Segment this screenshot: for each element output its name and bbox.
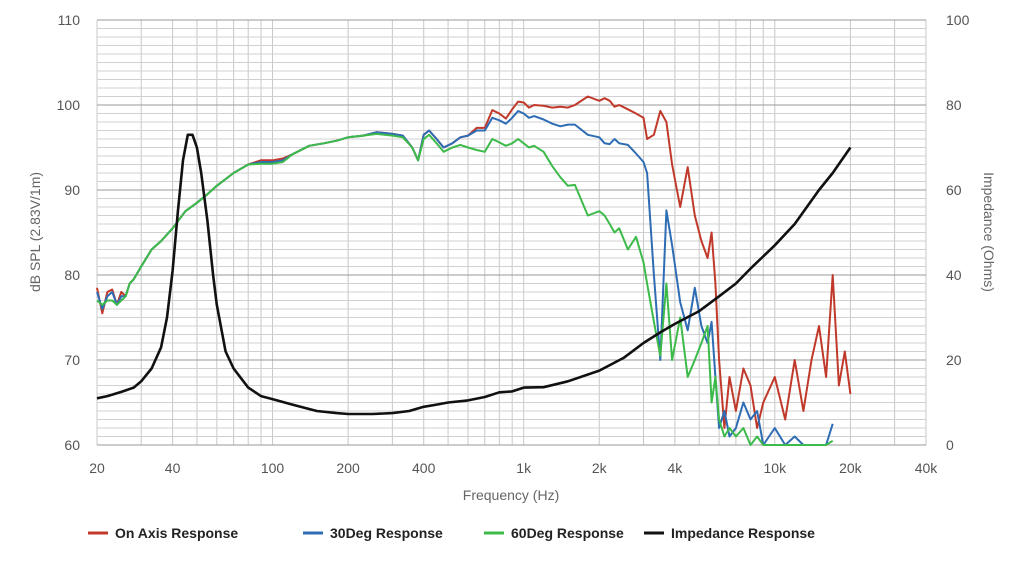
x-tick-labels: 20 40 100 200 400 1k 2k 4k 10k 20k 40k [89,460,938,476]
x-tick-label: 40 [165,460,181,476]
y-tick-label: 80 [64,267,80,283]
y-axis-title-left: dB SPL (2.83V/1m) [27,172,43,292]
x-tick-label: 4k [668,460,684,476]
legend-label-on-axis-response: On Axis Response [115,525,238,541]
series-line-impedance-response [96,133,852,416]
legend-label-30deg-response: 30Deg Response [330,525,443,541]
x-axis-title: Frequency (Hz) [463,487,559,503]
y2-tick-label: 40 [946,267,962,283]
grid [96,19,927,446]
x-tick-label: 1k [516,460,532,476]
y-tick-labels-right: 0 20 40 60 80 100 [946,12,970,453]
y2-tick-label: 80 [946,97,962,113]
y-tick-label: 110 [58,12,81,28]
x-tick-label: 40k [915,460,939,476]
legend: On Axis Response 30Deg Response 60Deg Resp… [88,525,815,541]
x-tick-label: 200 [336,460,360,476]
x-tick-label: 20k [839,460,863,476]
y-tick-label: 100 [57,97,81,113]
y2-tick-label: 60 [946,182,962,198]
x-tick-label: 20 [89,460,105,476]
y-axis-title-right: Impedance (Ohms) [981,172,997,292]
legend-label-impedance-response: Impedance Response [671,525,815,541]
y-tick-label: 60 [64,437,80,453]
x-tick-label: 2k [592,460,608,476]
x-tick-label: 100 [261,460,285,476]
y2-tick-label: 0 [946,437,954,453]
y-tick-label: 90 [64,182,80,198]
x-tick-label: 10k [764,460,788,476]
y-tick-label: 70 [64,352,80,368]
x-tick-label: 400 [412,460,436,476]
series-line-60deg-response [96,132,834,446]
y2-tick-label: 100 [946,12,970,28]
y2-tick-label: 20 [946,352,962,368]
legend-label-60deg-response: 60Deg Response [511,525,624,541]
series-lines [96,95,852,446]
y-tick-labels-left: 60 70 80 90 100 110 [57,12,81,453]
